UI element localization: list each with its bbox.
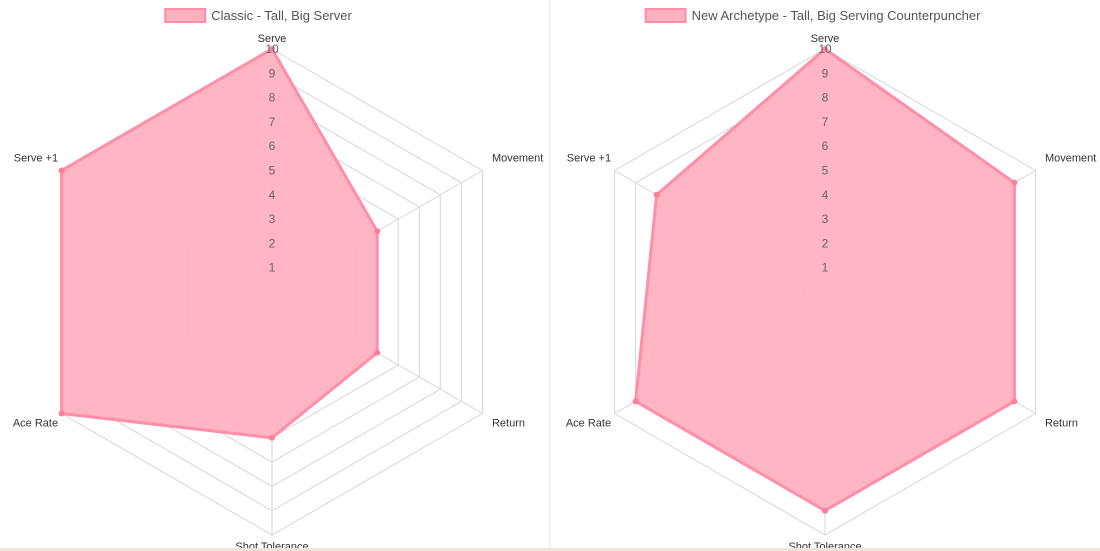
axis-label: Shot Tolerance: [235, 541, 308, 551]
legend[interactable]: Classic - Tall, Big Server: [164, 8, 353, 23]
axis-label: Return: [1045, 418, 1078, 430]
radar-chart-new-archetype: New Archetype - Tall, Big Serving Counte…: [550, 0, 1100, 551]
data-point[interactable]: [1011, 179, 1018, 186]
radar-chart-svg: Classic - Tall, Big Server12345678910Ser…: [13, 8, 543, 551]
tick-label: 1: [822, 261, 829, 275]
axis-label: Movement: [1045, 153, 1096, 165]
panel-divider: [549, 0, 550, 551]
tick-label: 5: [269, 164, 276, 178]
axis-label: Ace Rate: [566, 418, 611, 430]
tick-label: 5: [822, 164, 829, 178]
data-area: [60, 46, 379, 440]
legend[interactable]: New Archetype - Tall, Big Serving Counte…: [644, 8, 981, 23]
axis-label: Return: [492, 418, 525, 430]
data-point[interactable]: [822, 507, 828, 514]
tick-label: 2: [269, 236, 276, 250]
data-point[interactable]: [269, 434, 275, 441]
data-point[interactable]: [58, 167, 65, 174]
tick-label: 10: [265, 42, 279, 56]
tick-labels: 1 2 3 4 5 6 7 8 9 10: [265, 42, 279, 275]
tick-label: 4: [269, 188, 276, 202]
data-point[interactable]: [374, 228, 381, 235]
axis-label: Serve +1: [567, 153, 611, 165]
tick-label: 8: [822, 91, 829, 105]
data-point[interactable]: [632, 398, 639, 405]
bottom-strip: [0, 548, 1100, 551]
tick-label: 9: [269, 66, 276, 80]
axis-label: Ace Rate: [13, 418, 58, 430]
axis-label: Serve: [811, 33, 840, 45]
legend-swatch: [644, 8, 687, 23]
radar-chart-classic: Classic - Tall, Big Server 1 2 3 4 5 6 7 8 9 10 Ser…: [13, 8, 543, 551]
axis-label: Serve: [258, 33, 287, 45]
data-point[interactable]: [822, 46, 828, 52]
data-point[interactable]: [1011, 398, 1018, 405]
data-point[interactable]: [269, 46, 275, 52]
legend-label: Classic - Tall, Big Server: [211, 8, 352, 23]
axis-label: Shot Tolerance: [788, 541, 861, 551]
tick-label: 9: [822, 66, 829, 80]
tick-label: 10: [818, 42, 832, 56]
tick-label: 3: [822, 212, 829, 226]
axis-label: Serve +1: [14, 153, 58, 165]
axis-labels: Serve Movement Return Shot Tolerance Ace Rat…: [566, 33, 1096, 551]
data-point[interactable]: [58, 410, 65, 417]
legend-swatch: [164, 8, 207, 23]
tick-label: 7: [269, 115, 276, 129]
tick-label: 6: [822, 139, 829, 153]
data-point[interactable]: [374, 349, 381, 356]
tick-labels: 1 2 3 4 5 6 7 8 9 10: [818, 42, 832, 275]
tick-label: 4: [822, 188, 829, 202]
tick-label: 3: [269, 212, 276, 226]
radar-chart-svg: New Archetype - Tall, Big Serving Counte…: [566, 8, 1096, 551]
axis-labels: Serve Movement Return Shot Tolerance Ace Rat…: [13, 33, 543, 551]
data-point[interactable]: [653, 191, 660, 198]
tick-label: 7: [822, 115, 829, 129]
legend-label: New Archetype - Tall, Big Serving Counte…: [692, 8, 981, 23]
axis-label: Movement: [492, 153, 543, 165]
tick-label: 2: [822, 236, 829, 250]
tick-label: 8: [269, 91, 276, 105]
tick-label: 1: [269, 261, 276, 275]
tick-label: 6: [269, 139, 276, 153]
